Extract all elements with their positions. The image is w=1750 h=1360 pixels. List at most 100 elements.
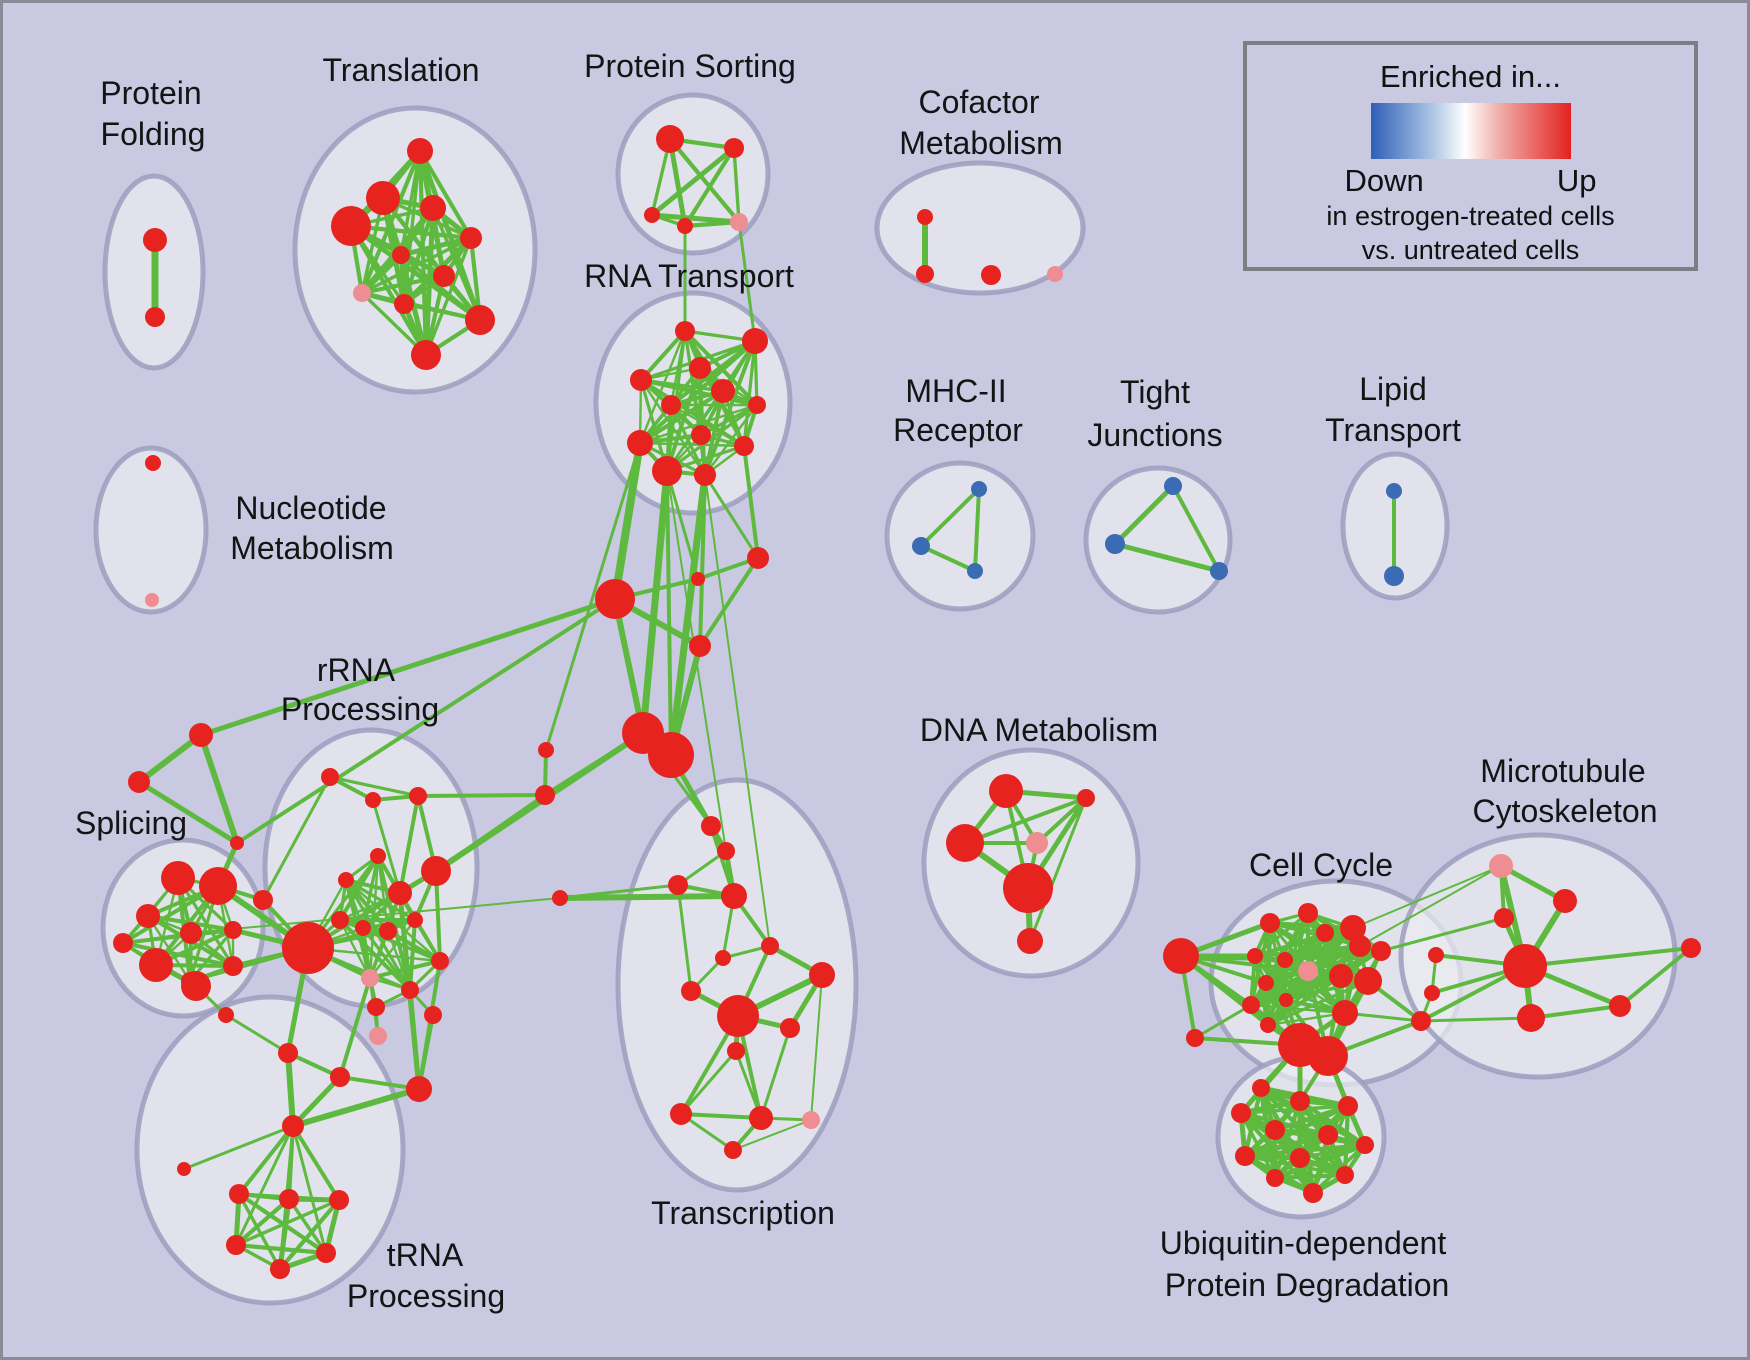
edge-mh1-mh2 [919, 487, 981, 548]
edge-tn_hub-tn9 [290, 1086, 422, 1129]
node-cc6 [1371, 941, 1391, 961]
cluster-label-cell-cycle: Cell Cycle [1249, 847, 1393, 883]
node-tr7 [809, 962, 835, 988]
edge-t7-t8 [359, 273, 447, 296]
edge-mt6-mt7 [1529, 1004, 1622, 1020]
node-tn4 [226, 1235, 246, 1255]
node-s8 [223, 956, 243, 976]
node-r16 [253, 890, 273, 910]
cluster-label-ubiquitin-degradation: Protein Degradation [1165, 1267, 1450, 1303]
node-r8 [331, 911, 349, 929]
edge-tn8-tn9 [338, 1075, 421, 1091]
node-cc4 [1340, 915, 1366, 941]
cluster-label-tight-junctions: Junctions [1087, 417, 1222, 453]
node-d4 [1026, 832, 1048, 854]
node-r2 [365, 792, 381, 808]
node-rt7 [748, 396, 766, 414]
node-mt8 [1681, 938, 1701, 958]
node-rt6 [661, 395, 681, 415]
node-t5 [460, 227, 482, 249]
node-c6 [535, 785, 555, 805]
edge-st1-st3 [198, 732, 240, 846]
edge-rt6-rt12 [669, 403, 707, 477]
node-cc9 [1298, 961, 1318, 981]
node-s4 [180, 922, 202, 944]
edge-ps2-ps5 [732, 146, 741, 224]
node-cc3 [1316, 924, 1334, 942]
node-c8 [552, 890, 568, 906]
node-tr3 [668, 875, 688, 895]
edge-tn1-tn6 [237, 1192, 282, 1271]
node-mh3 [967, 563, 983, 579]
edge-rt11-hub2 [665, 469, 673, 757]
node-tr14 [724, 1141, 742, 1159]
node-c5 [538, 742, 554, 758]
edge-rt9-rt10 [638, 441, 746, 448]
edge-s3-s7 [146, 914, 192, 983]
node-mtb [1503, 944, 1547, 988]
edge-st3-c1 [235, 597, 617, 845]
node-d2 [1077, 789, 1095, 807]
node-r9 [355, 920, 371, 936]
node-r12 [282, 922, 334, 974]
cluster-label-microtubule-cytoskeleton: Cytoskeleton [1473, 793, 1658, 829]
node-tr8 [681, 981, 701, 1001]
edge-c8-tr4 [557, 893, 737, 901]
node-cc5 [1349, 935, 1371, 957]
node-tr6 [715, 950, 731, 966]
edge-tn2-tn6 [277, 1196, 292, 1272]
node-rt11 [652, 456, 682, 486]
edge-rt12-hub2 [667, 471, 709, 759]
cluster-label-dna-metabolism: DNA Metabolism [920, 712, 1158, 748]
node-tr9 [780, 1018, 800, 1038]
edge-tr7-tr13 [810, 974, 823, 1121]
edge-tn_hub-tn8 [290, 1074, 343, 1129]
cluster-label-tight-junctions: Tight [1120, 374, 1190, 410]
node-rt9 [627, 430, 653, 456]
node-rt5 [711, 379, 735, 403]
node-u1 [1252, 1079, 1270, 1097]
node-t8 [353, 284, 371, 302]
edge-rt12-tr5 [704, 474, 771, 947]
node-r14 [401, 981, 419, 999]
node-r7 [421, 856, 451, 886]
node-st2 [128, 771, 150, 793]
edge-r7-r15 [434, 869, 442, 963]
node-t2 [366, 181, 400, 215]
node-u11 [1336, 1166, 1354, 1184]
node-s1 [161, 861, 195, 895]
cluster-label-rrna-processing: Processing [281, 691, 439, 727]
edge-s8-s9 [121, 941, 235, 968]
cluster-label-nucleotide-metabolism: Metabolism [230, 530, 394, 566]
node-r15 [431, 952, 449, 970]
edge-cc2-cc7 [1253, 911, 1310, 958]
edge-mh2-mh3 [919, 544, 977, 573]
edge-c1-hub1 [612, 596, 646, 736]
node-tn2 [279, 1189, 299, 1209]
node-c2 [691, 572, 705, 586]
edge-t5-t11 [424, 236, 473, 357]
node-layer [113, 125, 1701, 1279]
edge-rt2-rt10 [742, 339, 757, 448]
cluster-label-trna-processing: tRNA [387, 1237, 464, 1273]
edge-mh1-mh3 [973, 487, 981, 573]
edge-r8-r13 [338, 918, 372, 980]
node-s3 [136, 904, 160, 928]
edge-cc6-mt2 [1379, 916, 1506, 953]
node-cc13 [1242, 996, 1260, 1014]
legend-title: Enriched in... [1380, 59, 1561, 94]
edge-d2-d3 [963, 796, 1088, 845]
node-d6 [1017, 928, 1043, 954]
node-tn11 [367, 998, 385, 1016]
node-d5 [1003, 863, 1053, 913]
node-r6 [388, 881, 412, 905]
legend-caption-line2: vs. untreated cells [1361, 235, 1580, 265]
node-tr2 [717, 842, 735, 860]
node-tn13 [424, 1006, 442, 1024]
cluster-ellipse-protein-sorting [615, 92, 771, 256]
node-mt1 [1553, 889, 1577, 913]
edge-tn2-tn4 [233, 1196, 292, 1248]
edge-tn4-tn5 [233, 1242, 329, 1256]
node-cf3 [981, 265, 1001, 285]
node-mh1 [971, 481, 987, 497]
